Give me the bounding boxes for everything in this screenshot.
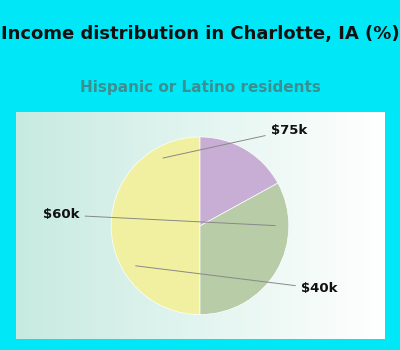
- Text: $75k: $75k: [163, 124, 307, 158]
- Wedge shape: [200, 183, 289, 315]
- Wedge shape: [200, 137, 278, 226]
- Text: Income distribution in Charlotte, IA (%): Income distribution in Charlotte, IA (%): [1, 25, 399, 43]
- Text: Hispanic or Latino residents: Hispanic or Latino residents: [80, 80, 320, 95]
- Text: $60k: $60k: [43, 208, 275, 226]
- Wedge shape: [111, 137, 200, 315]
- Text: $40k: $40k: [136, 266, 338, 295]
